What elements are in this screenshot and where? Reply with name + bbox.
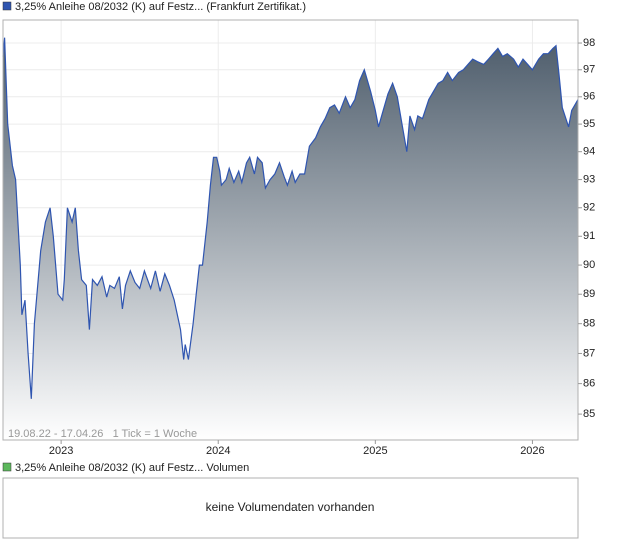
volume-message: keine Volumendaten vorhanden <box>206 500 375 514</box>
y-tick-label: 86 <box>583 378 595 390</box>
y-tick-label: 94 <box>583 146 595 158</box>
price-line <box>2 37 579 399</box>
volume-legend-label: 3,25% Anleihe 08/2032 (K) auf Festz... V… <box>15 462 249 474</box>
date-range-info: 19.08.22 - 17.04.26 1 Tick = 1 Woche <box>8 428 197 440</box>
y-tick-label: 85 <box>583 408 595 420</box>
legend-label: 3,25% Anleihe 08/2032 (K) auf Festz... (… <box>15 1 306 13</box>
volume-legend-marker <box>2 462 12 472</box>
x-tick-label: 2023 <box>49 445 73 457</box>
area-fill <box>3 37 578 440</box>
legend-marker <box>2 1 12 11</box>
y-tick-label: 89 <box>583 288 595 300</box>
volume-frame <box>2 477 579 539</box>
y-tick-label: 92 <box>583 202 595 214</box>
y-tick-label: 96 <box>583 91 595 103</box>
y-tick-label: 98 <box>583 37 595 49</box>
x-tick-label: 2026 <box>520 445 544 457</box>
x-tick-label: 2025 <box>363 445 387 457</box>
y-tick-label: 97 <box>583 64 595 76</box>
y-tick-label: 88 <box>583 318 595 330</box>
y-tick-label: 95 <box>583 118 595 130</box>
y-tick-label: 91 <box>583 230 595 242</box>
y-tick-label: 93 <box>583 173 595 185</box>
plot-frame <box>2 19 579 441</box>
x-tick-label: 2024 <box>206 445 230 457</box>
y-tick-label: 87 <box>583 347 595 359</box>
y-tick-label: 90 <box>583 259 595 271</box>
